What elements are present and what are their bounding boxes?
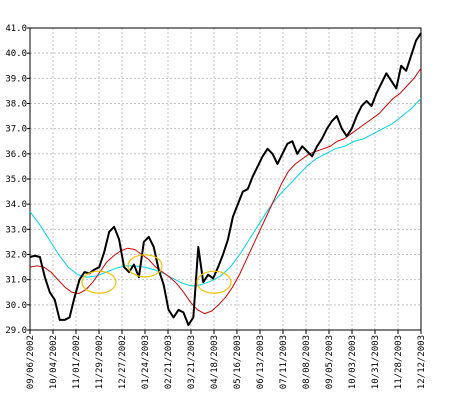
- highlight-ellipse: [81, 270, 117, 294]
- x-tick-label: 10/31/2003: [371, 335, 381, 389]
- short-average-line: [29, 67, 422, 315]
- price-line: [29, 32, 422, 326]
- x-tick-label: 06/13/2003: [256, 335, 266, 389]
- grid: [29, 27, 422, 331]
- y-tick-label: 40.0: [5, 49, 27, 59]
- x-tick-label: 08/08/2003: [302, 335, 312, 389]
- long-average-line: [29, 98, 422, 287]
- y-tick-label: 36.0: [5, 150, 27, 160]
- y-tick-label: 31.0: [5, 276, 27, 286]
- x-tick-label: 10/03/2003: [348, 335, 358, 389]
- x-tick-label: 04/18/2003: [210, 335, 220, 389]
- x-tick-label: 11/28/2003: [394, 335, 404, 389]
- highlight-ellipse: [196, 270, 232, 294]
- highlight-ellipse: [127, 254, 163, 278]
- x-tick-label: 12/27/2002: [118, 335, 128, 389]
- y-tick-label: 37.0: [5, 125, 27, 135]
- x-tick-label: 10/04/2002: [49, 335, 59, 389]
- x-tick-label: 09/06/2002: [26, 335, 36, 389]
- y-tick-label: 29.0: [5, 326, 27, 336]
- y-tick-label: 39.0: [5, 74, 27, 84]
- x-tick-label: 03/21/2003: [187, 335, 197, 389]
- x-tick-label: 07/11/2003: [279, 335, 289, 389]
- y-tick-label: 33.0: [5, 225, 27, 235]
- y-tick-label: 38.0: [5, 100, 27, 110]
- y-tick-label: 34.0: [5, 200, 27, 210]
- y-tick-label: 30.0: [5, 301, 27, 311]
- x-axis: 09/06/2002 10/04/2002 11/01/2002 11/29/2002…: [26, 330, 427, 389]
- y-tick-label: 41.0: [5, 24, 27, 34]
- x-tick-label: 09/05/2003: [325, 335, 335, 389]
- x-tick-label: 02/21/2003: [164, 335, 174, 389]
- x-tick-label: 11/29/2002: [95, 335, 105, 389]
- x-tick-label: 01/24/2003: [141, 335, 151, 389]
- y-tick-label: 35.0: [5, 175, 27, 185]
- x-tick-label: 12/12/2003: [417, 335, 427, 389]
- highlight-group: [81, 254, 232, 294]
- x-tick-label: 11/01/2002: [72, 335, 82, 389]
- y-tick-label: 32.0: [5, 251, 27, 261]
- series-group: [29, 32, 422, 326]
- x-tick-label: 05/16/2003: [233, 335, 243, 389]
- y-axis: 29.0 30.0 31.0 32.0 33.0 34.0 35.0 36.0 37.0 38.0…: [5, 24, 30, 336]
